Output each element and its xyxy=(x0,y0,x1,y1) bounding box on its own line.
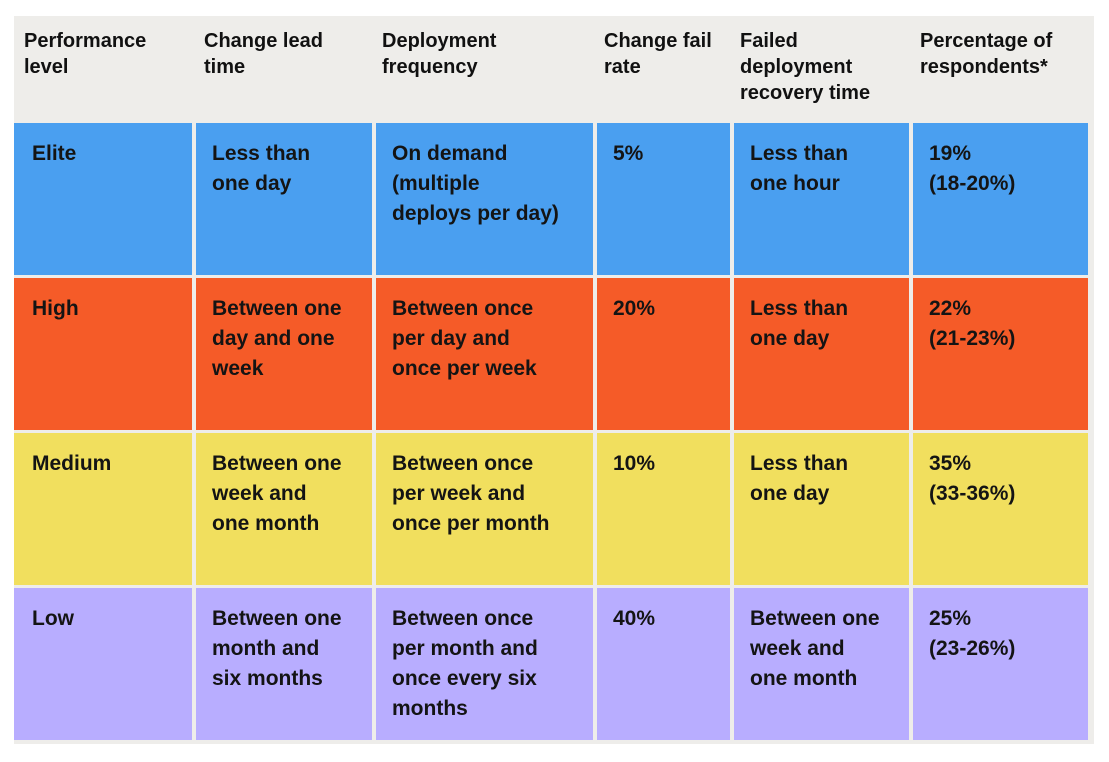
cell-percentage-respondents: 35% (33-36%) xyxy=(913,433,1088,585)
cell-performance-level: Medium xyxy=(14,433,192,585)
table-header-row: Performance level Change lead time Deplo… xyxy=(14,16,1094,120)
header-percentage-respondents: Percentage of respondents* xyxy=(920,30,1053,78)
cell-percentage-respondents: 19% (18-20%) xyxy=(913,123,1088,275)
cell-performance-level: Low xyxy=(14,588,192,740)
cell-change-lead-time: Between one day and one week xyxy=(196,278,372,430)
cell-change-fail-rate: 40% xyxy=(597,588,730,740)
cell-percentage-respondents: 25% (23-26%) xyxy=(913,588,1088,740)
cell-change-lead-time: Less than one day xyxy=(196,123,372,275)
cell-recovery-time: Between one week and one month xyxy=(734,588,909,740)
cell-recovery-time: Less than one day xyxy=(734,433,909,585)
header-change-fail-rate: Change fail rate xyxy=(604,30,712,78)
table-row-high: High Between one day and one week Betwee… xyxy=(14,278,1094,430)
performance-table: Performance level Change lead time Deplo… xyxy=(14,16,1094,744)
table-row-medium: Medium Between one week and one month Be… xyxy=(14,433,1094,585)
cell-change-lead-time: Between one month and six months xyxy=(196,588,372,740)
header-change-lead-time: Change lead time xyxy=(204,30,323,78)
cell-change-lead-time: Between one week and one month xyxy=(196,433,372,585)
cell-deployment-frequency: On demand (multiple deploys per day) xyxy=(376,123,593,275)
cell-deployment-frequency: Between once per day and once per week xyxy=(376,278,593,430)
table-row-low: Low Between one month and six months Bet… xyxy=(14,588,1094,740)
cell-change-fail-rate: 5% xyxy=(597,123,730,275)
cell-performance-level: High xyxy=(14,278,192,430)
header-performance-level: Performance level xyxy=(24,30,147,78)
cell-deployment-frequency: Between once per week and once per month xyxy=(376,433,593,585)
cell-recovery-time: Less than one hour xyxy=(734,123,909,275)
header-recovery-time: Failed deployment recovery time xyxy=(740,30,871,104)
cell-recovery-time: Less than one day xyxy=(734,278,909,430)
cell-deployment-frequency: Between once per month and once every si… xyxy=(376,588,593,740)
cell-change-fail-rate: 10% xyxy=(597,433,730,585)
cell-change-fail-rate: 20% xyxy=(597,278,730,430)
header-deployment-frequency: Deployment frequency xyxy=(382,30,497,78)
cell-percentage-respondents: 22% (21-23%) xyxy=(913,278,1088,430)
cell-performance-level: Elite xyxy=(14,123,192,275)
table-row-elite: Elite Less than one day On demand (multi… xyxy=(14,123,1094,275)
